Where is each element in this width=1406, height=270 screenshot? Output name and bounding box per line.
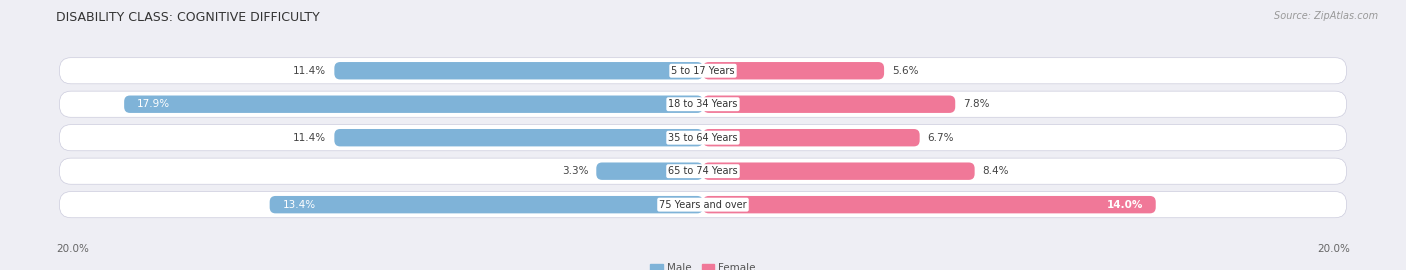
- FancyBboxPatch shape: [703, 96, 955, 113]
- FancyBboxPatch shape: [703, 129, 920, 146]
- FancyBboxPatch shape: [703, 196, 1156, 213]
- Text: 35 to 64 Years: 35 to 64 Years: [668, 133, 738, 143]
- FancyBboxPatch shape: [270, 196, 703, 213]
- Text: 14.0%: 14.0%: [1107, 200, 1143, 210]
- Text: 18 to 34 Years: 18 to 34 Years: [668, 99, 738, 109]
- FancyBboxPatch shape: [596, 163, 703, 180]
- Text: 11.4%: 11.4%: [292, 133, 326, 143]
- FancyBboxPatch shape: [59, 91, 1347, 117]
- FancyBboxPatch shape: [703, 163, 974, 180]
- Text: 13.4%: 13.4%: [283, 200, 316, 210]
- Text: 20.0%: 20.0%: [56, 244, 89, 254]
- Text: 20.0%: 20.0%: [1317, 244, 1350, 254]
- Legend: Male, Female: Male, Female: [650, 264, 756, 270]
- Text: 8.4%: 8.4%: [983, 166, 1010, 176]
- FancyBboxPatch shape: [59, 192, 1347, 218]
- FancyBboxPatch shape: [335, 62, 703, 79]
- FancyBboxPatch shape: [703, 62, 884, 79]
- FancyBboxPatch shape: [59, 158, 1347, 184]
- Text: 17.9%: 17.9%: [136, 99, 170, 109]
- Text: 7.8%: 7.8%: [963, 99, 990, 109]
- Text: DISABILITY CLASS: COGNITIVE DIFFICULTY: DISABILITY CLASS: COGNITIVE DIFFICULTY: [56, 11, 321, 24]
- Text: Source: ZipAtlas.com: Source: ZipAtlas.com: [1274, 11, 1378, 21]
- FancyBboxPatch shape: [335, 129, 703, 146]
- Text: 5.6%: 5.6%: [893, 66, 918, 76]
- Text: 6.7%: 6.7%: [928, 133, 955, 143]
- Text: 3.3%: 3.3%: [562, 166, 588, 176]
- Text: 75 Years and over: 75 Years and over: [659, 200, 747, 210]
- Text: 5 to 17 Years: 5 to 17 Years: [671, 66, 735, 76]
- FancyBboxPatch shape: [59, 58, 1347, 84]
- Text: 65 to 74 Years: 65 to 74 Years: [668, 166, 738, 176]
- Text: 11.4%: 11.4%: [292, 66, 326, 76]
- FancyBboxPatch shape: [59, 125, 1347, 151]
- FancyBboxPatch shape: [124, 96, 703, 113]
